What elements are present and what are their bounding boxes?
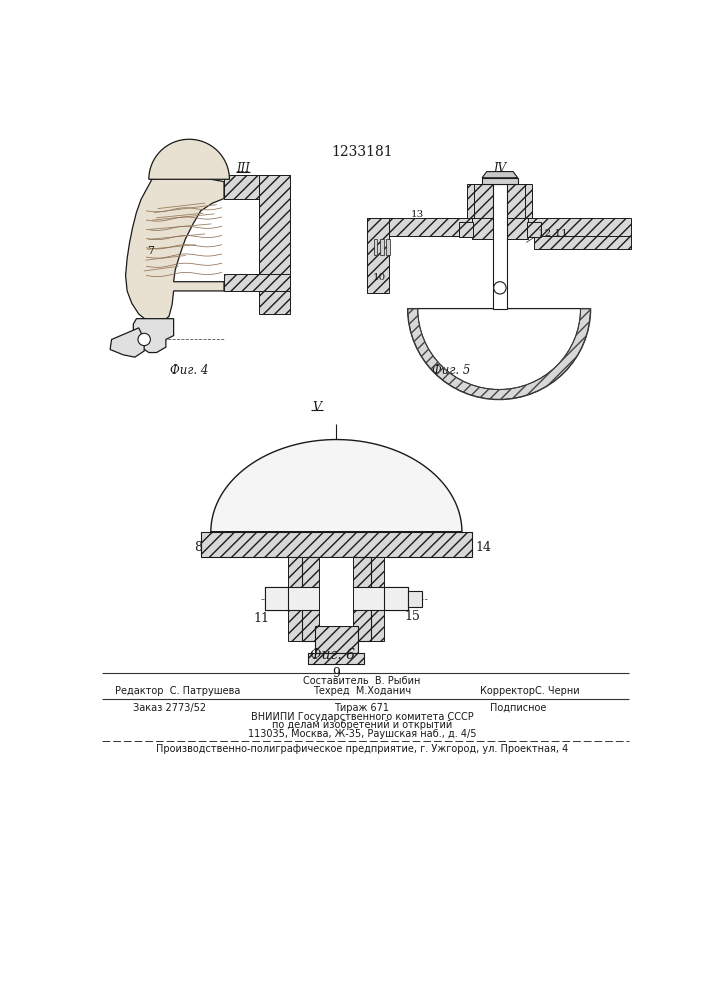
Text: 14: 14: [476, 541, 492, 554]
Polygon shape: [259, 175, 290, 295]
Polygon shape: [265, 587, 408, 610]
Polygon shape: [301, 557, 371, 641]
Text: 11: 11: [253, 612, 269, 625]
Polygon shape: [110, 328, 144, 357]
Text: 113035, Москва, Ж-35, Раушская наб., д. 4/5: 113035, Москва, Ж-35, Раушская наб., д. …: [247, 729, 477, 739]
Text: Фиг. 6: Фиг. 6: [310, 648, 355, 662]
Text: Заказ 2773/52: Заказ 2773/52: [133, 703, 206, 713]
Polygon shape: [373, 239, 378, 255]
Polygon shape: [527, 222, 541, 237]
Text: V: V: [312, 401, 322, 414]
Polygon shape: [201, 532, 472, 557]
Text: Производственно-полиграфическое предприятие, г. Ужгород, ул. Проектная, 4: Производственно-полиграфическое предприя…: [156, 744, 568, 754]
Polygon shape: [493, 184, 507, 309]
Wedge shape: [418, 309, 580, 389]
Text: IV: IV: [493, 162, 506, 175]
Text: КорректорС. Черни: КорректорС. Черни: [480, 686, 580, 696]
Circle shape: [138, 333, 151, 346]
Polygon shape: [320, 557, 354, 626]
Polygon shape: [265, 587, 288, 610]
Polygon shape: [288, 557, 301, 641]
Circle shape: [493, 282, 506, 294]
Polygon shape: [380, 239, 384, 255]
Polygon shape: [308, 653, 364, 664]
Polygon shape: [211, 440, 462, 532]
Polygon shape: [371, 557, 385, 641]
Text: 12 11: 12 11: [538, 229, 568, 238]
Polygon shape: [368, 218, 389, 293]
Polygon shape: [408, 591, 421, 607]
Text: 10: 10: [373, 273, 386, 282]
Text: Фиг. 5: Фиг. 5: [432, 364, 470, 377]
Polygon shape: [224, 274, 290, 291]
Text: 8: 8: [194, 541, 202, 554]
Text: ВНИИПИ Государственного комитета СССР: ВНИИПИ Государственного комитета СССР: [250, 712, 473, 722]
Text: по делам изобретений и открытий: по делам изобретений и открытий: [271, 720, 452, 730]
Polygon shape: [386, 239, 390, 255]
Polygon shape: [467, 184, 532, 218]
Polygon shape: [385, 587, 408, 610]
Wedge shape: [408, 309, 590, 400]
Polygon shape: [459, 222, 473, 237]
Text: 1233181: 1233181: [331, 145, 393, 159]
Polygon shape: [224, 175, 290, 199]
Text: Редактор  С. Патрушева: Редактор С. Патрушева: [115, 686, 240, 696]
Polygon shape: [259, 291, 290, 314]
Text: Подписное: Подписное: [491, 703, 547, 713]
Text: Тираж 671: Тираж 671: [334, 703, 390, 713]
Text: Составитель  В. Рыбин: Составитель В. Рыбин: [303, 676, 421, 686]
Text: III: III: [236, 162, 250, 175]
Polygon shape: [368, 218, 631, 236]
Polygon shape: [482, 178, 518, 184]
Text: 9: 9: [332, 667, 340, 680]
Polygon shape: [315, 626, 358, 653]
Text: Фиг. 4: Фиг. 4: [170, 364, 209, 377]
Polygon shape: [534, 236, 631, 249]
Polygon shape: [482, 172, 518, 178]
Polygon shape: [134, 319, 174, 353]
Text: 13: 13: [411, 210, 424, 219]
Polygon shape: [126, 175, 224, 323]
Text: Техред  М.Ходанич: Техред М.Ходанич: [313, 686, 411, 696]
Text: 7: 7: [147, 246, 154, 256]
Polygon shape: [472, 218, 528, 239]
Polygon shape: [474, 184, 525, 230]
Wedge shape: [149, 139, 230, 179]
Text: 15: 15: [404, 610, 420, 623]
